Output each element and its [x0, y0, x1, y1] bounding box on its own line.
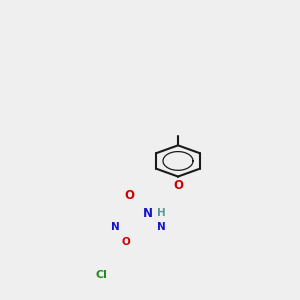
Text: O: O — [124, 189, 134, 203]
Text: N: N — [157, 222, 166, 232]
Text: H: H — [157, 208, 165, 218]
Text: N: N — [143, 208, 153, 220]
Text: O: O — [173, 179, 183, 192]
Text: N: N — [110, 222, 119, 232]
Text: O: O — [121, 237, 130, 247]
Text: Cl: Cl — [96, 269, 108, 280]
